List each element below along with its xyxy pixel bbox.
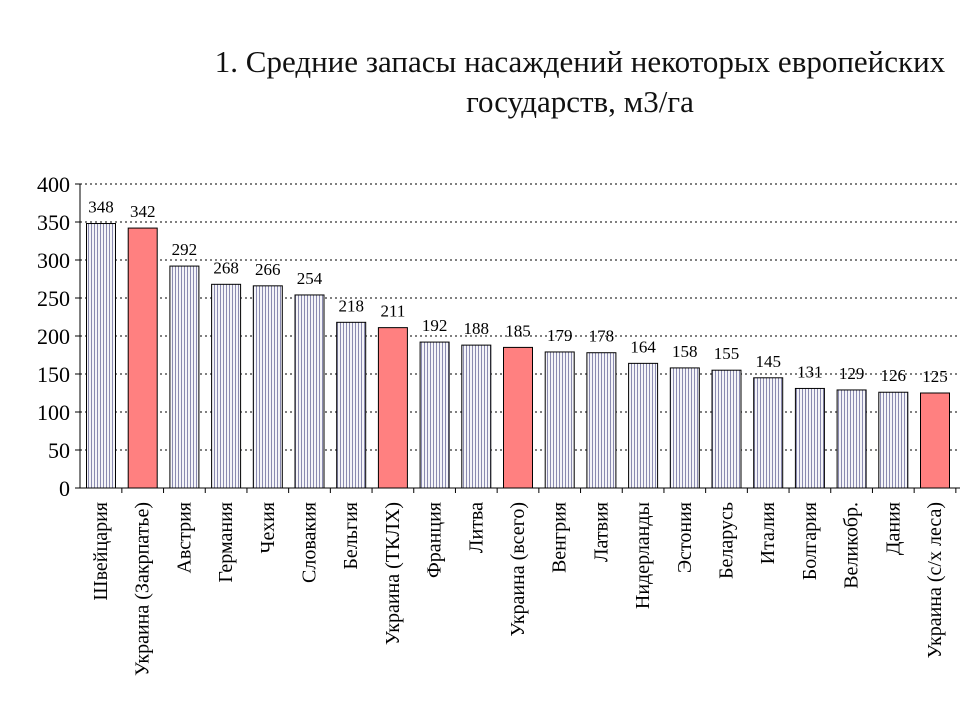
y-tick-label: 250 bbox=[37, 286, 70, 311]
data-label: 158 bbox=[672, 342, 698, 361]
x-tick-label: Латвия bbox=[590, 502, 612, 562]
data-label: 179 bbox=[547, 326, 573, 345]
x-tick-label: Нидерланды bbox=[632, 502, 654, 609]
bar bbox=[86, 223, 116, 489]
y-tick-label: 0 bbox=[59, 476, 70, 501]
data-label: 266 bbox=[255, 260, 281, 279]
x-tick-label: Венгрия bbox=[549, 502, 571, 573]
bar bbox=[336, 321, 367, 489]
bar bbox=[461, 344, 492, 489]
y-tick-label: 300 bbox=[37, 248, 70, 273]
y-tick-label: 150 bbox=[37, 362, 70, 387]
data-label: 268 bbox=[213, 258, 239, 277]
bar bbox=[211, 283, 242, 489]
bar bbox=[377, 327, 408, 489]
bar bbox=[252, 285, 283, 489]
y-tick-label: 200 bbox=[37, 324, 70, 349]
data-label: 218 bbox=[338, 296, 364, 315]
bar bbox=[544, 351, 575, 489]
data-label: 125 bbox=[922, 367, 948, 386]
bar bbox=[127, 227, 158, 489]
x-tick-label: Украина (ТКЛХ) bbox=[382, 502, 404, 645]
data-label: 292 bbox=[172, 240, 198, 259]
data-label: 185 bbox=[505, 321, 531, 340]
x-tick-label: Бельгия bbox=[340, 502, 362, 570]
y-tick-label: 50 bbox=[48, 438, 70, 463]
bar bbox=[920, 392, 950, 489]
bar bbox=[878, 391, 909, 489]
x-tick-label: Франция bbox=[424, 502, 446, 578]
bar bbox=[669, 367, 700, 489]
x-tick-label: Литва bbox=[465, 502, 487, 553]
bar bbox=[169, 265, 200, 489]
data-label: 211 bbox=[380, 302, 405, 321]
x-tick-label: Эстония bbox=[674, 502, 696, 573]
data-label: 155 bbox=[714, 344, 740, 363]
y-tick-label: 350 bbox=[37, 210, 70, 235]
x-tick-label: Чехия bbox=[257, 502, 279, 554]
x-tick-label: Словакия bbox=[299, 502, 321, 583]
x-tick-label: Украина (всего) bbox=[507, 502, 529, 637]
x-tick-label: Австрия bbox=[173, 502, 195, 574]
data-label: 145 bbox=[755, 352, 781, 371]
x-tick-label: Великобр. bbox=[841, 502, 863, 589]
data-label: 188 bbox=[464, 319, 490, 338]
data-label: 131 bbox=[797, 362, 823, 381]
data-label: 164 bbox=[630, 337, 656, 356]
bar bbox=[586, 352, 617, 489]
data-label: 254 bbox=[297, 269, 323, 288]
x-tick-label: Болгария bbox=[799, 502, 821, 580]
data-label: 342 bbox=[130, 202, 156, 221]
y-tick-label: 100 bbox=[37, 400, 70, 425]
x-tick-label: Германия bbox=[215, 502, 237, 583]
bar bbox=[836, 389, 867, 489]
chart-title: 1. Средние запасы насаждений некоторых е… bbox=[214, 44, 946, 119]
data-label: 126 bbox=[881, 366, 907, 385]
x-tick-label: Швейцария bbox=[90, 502, 112, 601]
y-tick-label: 400 bbox=[37, 172, 70, 197]
x-tick-label: Италия bbox=[757, 502, 779, 564]
bar bbox=[794, 387, 825, 489]
bar bbox=[419, 341, 450, 489]
bar bbox=[294, 294, 325, 489]
data-label: 129 bbox=[839, 364, 865, 383]
bar bbox=[503, 346, 533, 489]
x-tick-label: Украина (с/х леса) bbox=[924, 502, 946, 658]
x-tick-label: Украина (Закрпатье) bbox=[132, 502, 154, 676]
data-label: 192 bbox=[422, 316, 448, 335]
x-tick-label: Дания bbox=[882, 502, 904, 555]
bar bbox=[628, 362, 659, 489]
data-label: 178 bbox=[589, 327, 615, 346]
bar bbox=[753, 377, 784, 489]
bar bbox=[711, 369, 742, 489]
x-tick-label: Беларусь bbox=[716, 502, 738, 579]
data-label: 348 bbox=[88, 198, 114, 217]
